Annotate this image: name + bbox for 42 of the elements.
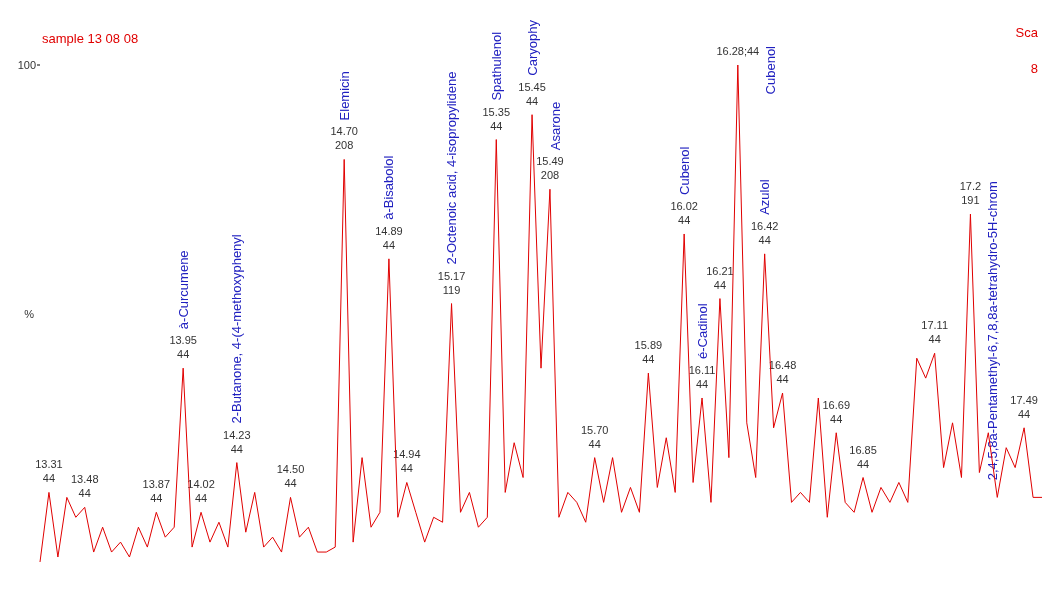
annotation: à-Curcumene	[175, 250, 191, 330]
annotation: é-Cadinol	[694, 303, 710, 359]
annotation: 14.23 44	[223, 428, 251, 455]
annotation: Azulol	[757, 179, 773, 215]
annotation: 14.70 208	[330, 125, 358, 152]
annotation: Cubenol	[762, 45, 778, 95]
annotation: 13.48 44	[70, 473, 99, 500]
annotation: 16.69 44	[822, 398, 850, 425]
annotation: 13.31 44	[35, 458, 63, 485]
annotation: Elemicin	[336, 71, 352, 121]
annotation: Spathulenol	[488, 31, 504, 101]
chart-title: sample 13 08 08	[42, 31, 139, 46]
annotation: 16.21 44	[706, 264, 734, 291]
annotation: 14.50 44	[276, 463, 305, 490]
y-axis-title: %	[24, 307, 35, 320]
text: Sca	[1015, 24, 1039, 40]
annotation: 15.17 119	[437, 269, 466, 296]
annotation: 100	[17, 59, 36, 71]
annotation: 16.02 44	[670, 199, 698, 226]
annotation: 2-Octenoic acid, 4-isopropylidene	[444, 71, 460, 265]
annotation: 2-Butanone, 4-(4-methoxyphenyl	[229, 234, 245, 424]
annotation: 15.70 44	[580, 423, 609, 450]
annotation: 15.45 44	[518, 80, 546, 107]
annotation: 2,4,5,8a-Pentamethyl-6,7,8,8a-tetrahydro-5H-chrom	[984, 181, 1000, 481]
annotation: 16.11 44	[688, 363, 716, 390]
annotation: 16.42 44	[750, 219, 779, 246]
annotation: 13.95 44	[169, 334, 197, 361]
annotation: 17.11 44	[921, 319, 948, 346]
annotation: 8	[1030, 60, 1038, 76]
annotation: Asarone	[548, 101, 564, 151]
annotation: 15.89 44	[634, 339, 663, 366]
annotation: Caryophy	[524, 19, 540, 76]
annotation: 17.49 44	[1010, 393, 1038, 420]
annotation: 16.85 44	[849, 443, 877, 470]
annotation: Cubenol	[676, 146, 692, 195]
annotation: 15.49 208	[536, 155, 564, 182]
annotation: 17.2 191	[959, 180, 982, 207]
annotation: à-Bisabolol	[381, 155, 397, 220]
annotation: 16.28;44	[716, 45, 760, 57]
annotation: 14.89 44	[375, 224, 403, 251]
annotation: 13.87 44	[142, 478, 171, 505]
annotation: 15.35 44	[482, 105, 511, 132]
